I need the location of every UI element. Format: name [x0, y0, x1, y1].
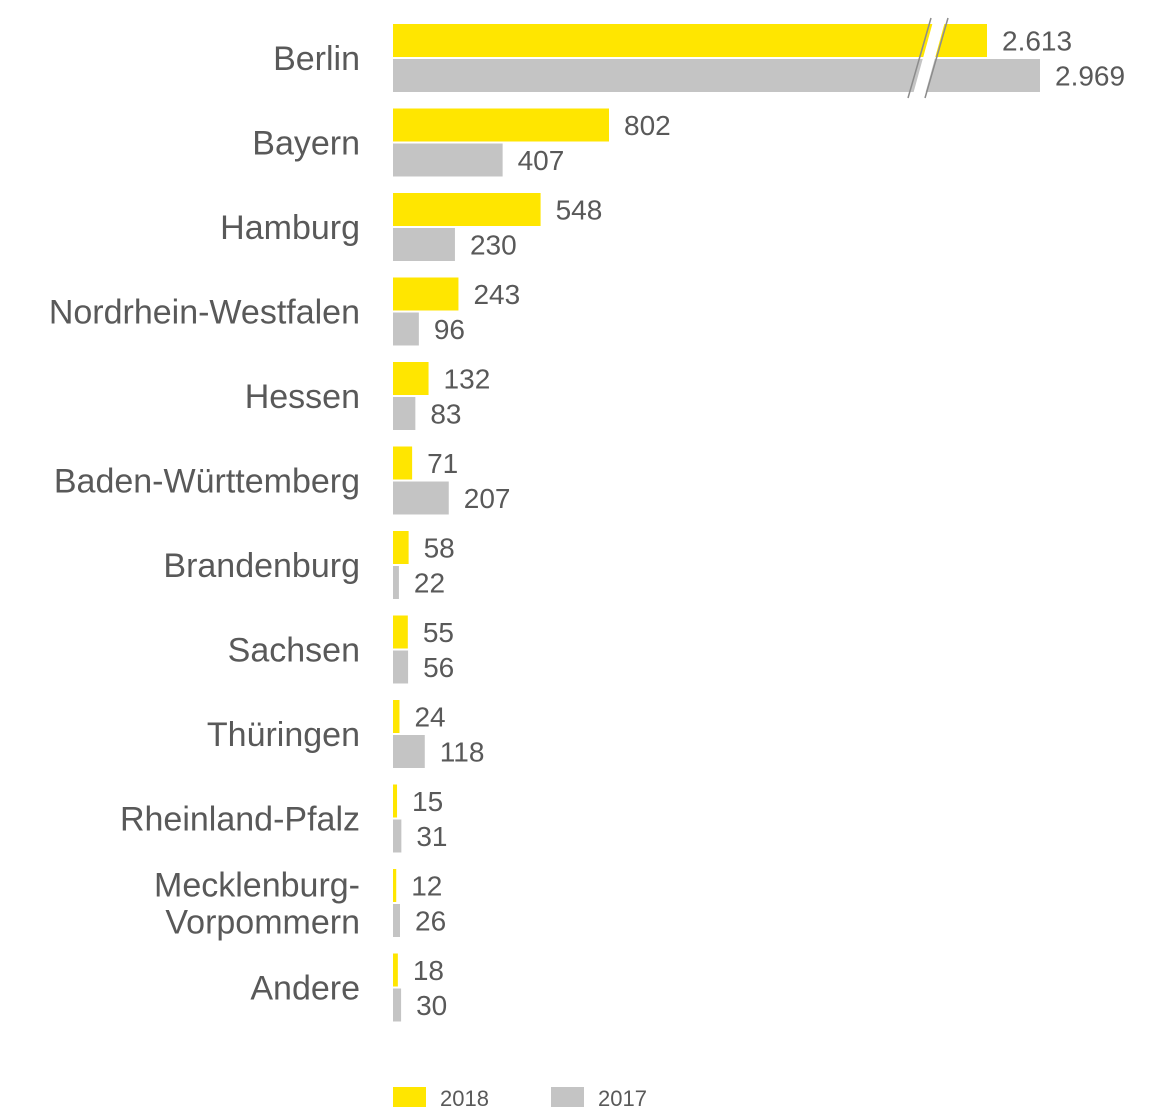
bar-2017 [393, 143, 503, 177]
category-label: Berlin [273, 40, 360, 78]
bar-2017 [393, 481, 449, 515]
category-label: Bayern [252, 125, 360, 163]
legend-label-2018: 2018 [440, 1086, 489, 1107]
bar-2018 [393, 531, 409, 564]
value-label-2017: 31 [416, 821, 447, 852]
value-label-2017: 207 [464, 483, 511, 514]
value-label-2017: 118 [440, 737, 485, 768]
value-label-2018: 548 [556, 195, 603, 226]
category-label: Brandenburg [163, 547, 360, 585]
bar-2018 [393, 193, 541, 226]
value-label-2018: 58 [424, 533, 455, 564]
bars [393, 24, 1040, 1022]
category-label: Thüringen [207, 716, 360, 754]
value-label-2017: 230 [470, 230, 517, 261]
axis-break-marks [907, 17, 949, 99]
legend: 2018 2017 [393, 1086, 647, 1107]
bar-2017 [393, 228, 455, 261]
bar-2017 [393, 650, 409, 684]
bar-2018 [393, 108, 609, 142]
axis-break-line [907, 17, 932, 99]
bar-2018 [393, 700, 400, 733]
bar-2017 [393, 904, 401, 937]
bar-2018 [393, 446, 413, 480]
bar-2017 [393, 397, 416, 430]
bar-2018 [393, 953, 398, 987]
legend-swatch-2017 [551, 1087, 584, 1107]
legend-swatch-2018 [393, 1087, 426, 1107]
category-labels: Berlin Bayern Hamburg Nordrhein-Westfalen He… [49, 40, 360, 1008]
value-label-2018: 2.613 [1002, 26, 1072, 57]
value-label-2018: 12 [411, 871, 442, 902]
category-label: Nordrhein-Westfalen [49, 294, 360, 332]
value-label-2018: 132 [444, 364, 491, 395]
value-label-2017: 26 [415, 906, 446, 937]
bar-2017 [393, 312, 419, 346]
category-label: Hessen [245, 378, 360, 416]
bar-2017 [393, 988, 402, 1022]
value-label-2017: 83 [430, 399, 461, 430]
value-label-2018: 18 [413, 955, 444, 986]
value-label-2018: 243 [473, 279, 520, 310]
value-label-2017: 2.969 [1055, 61, 1125, 92]
value-label-2018: 55 [423, 617, 454, 648]
value-label-2018: 15 [412, 786, 443, 817]
bar-2017 [393, 735, 425, 768]
bar-2018 [393, 277, 459, 311]
category-label: Hamburg [220, 209, 360, 247]
category-label: Mecklenburg-Vorpommern [154, 867, 360, 942]
bar-2017 [393, 819, 402, 853]
category-label: Andere [250, 970, 360, 1008]
legend-label-2017: 2017 [598, 1086, 647, 1107]
value-label-2017: 96 [434, 314, 465, 345]
value-label-2017: 407 [518, 145, 565, 176]
bar-2017 [393, 59, 1040, 92]
axis-break-gap [912, 18, 946, 98]
bar-2018 [393, 362, 429, 395]
axis-break-line [924, 17, 949, 99]
value-label-2018: 24 [414, 702, 445, 733]
category-label: Rheinland-Pfalz [120, 801, 360, 839]
value-label-2018: 71 [427, 448, 458, 479]
bar-2018 [393, 24, 987, 57]
bar-2018 [393, 869, 397, 902]
bar-2018 [393, 615, 408, 649]
value-label-2017: 22 [414, 568, 445, 599]
category-label: Baden-Württemberg [54, 463, 360, 501]
category-label: Sachsen [228, 632, 360, 670]
bar-2017 [393, 566, 399, 599]
value-label-2017: 56 [423, 652, 454, 683]
bar-2018 [393, 784, 398, 818]
value-label-2018: 802 [624, 110, 671, 141]
value-label-2017: 30 [416, 990, 447, 1021]
